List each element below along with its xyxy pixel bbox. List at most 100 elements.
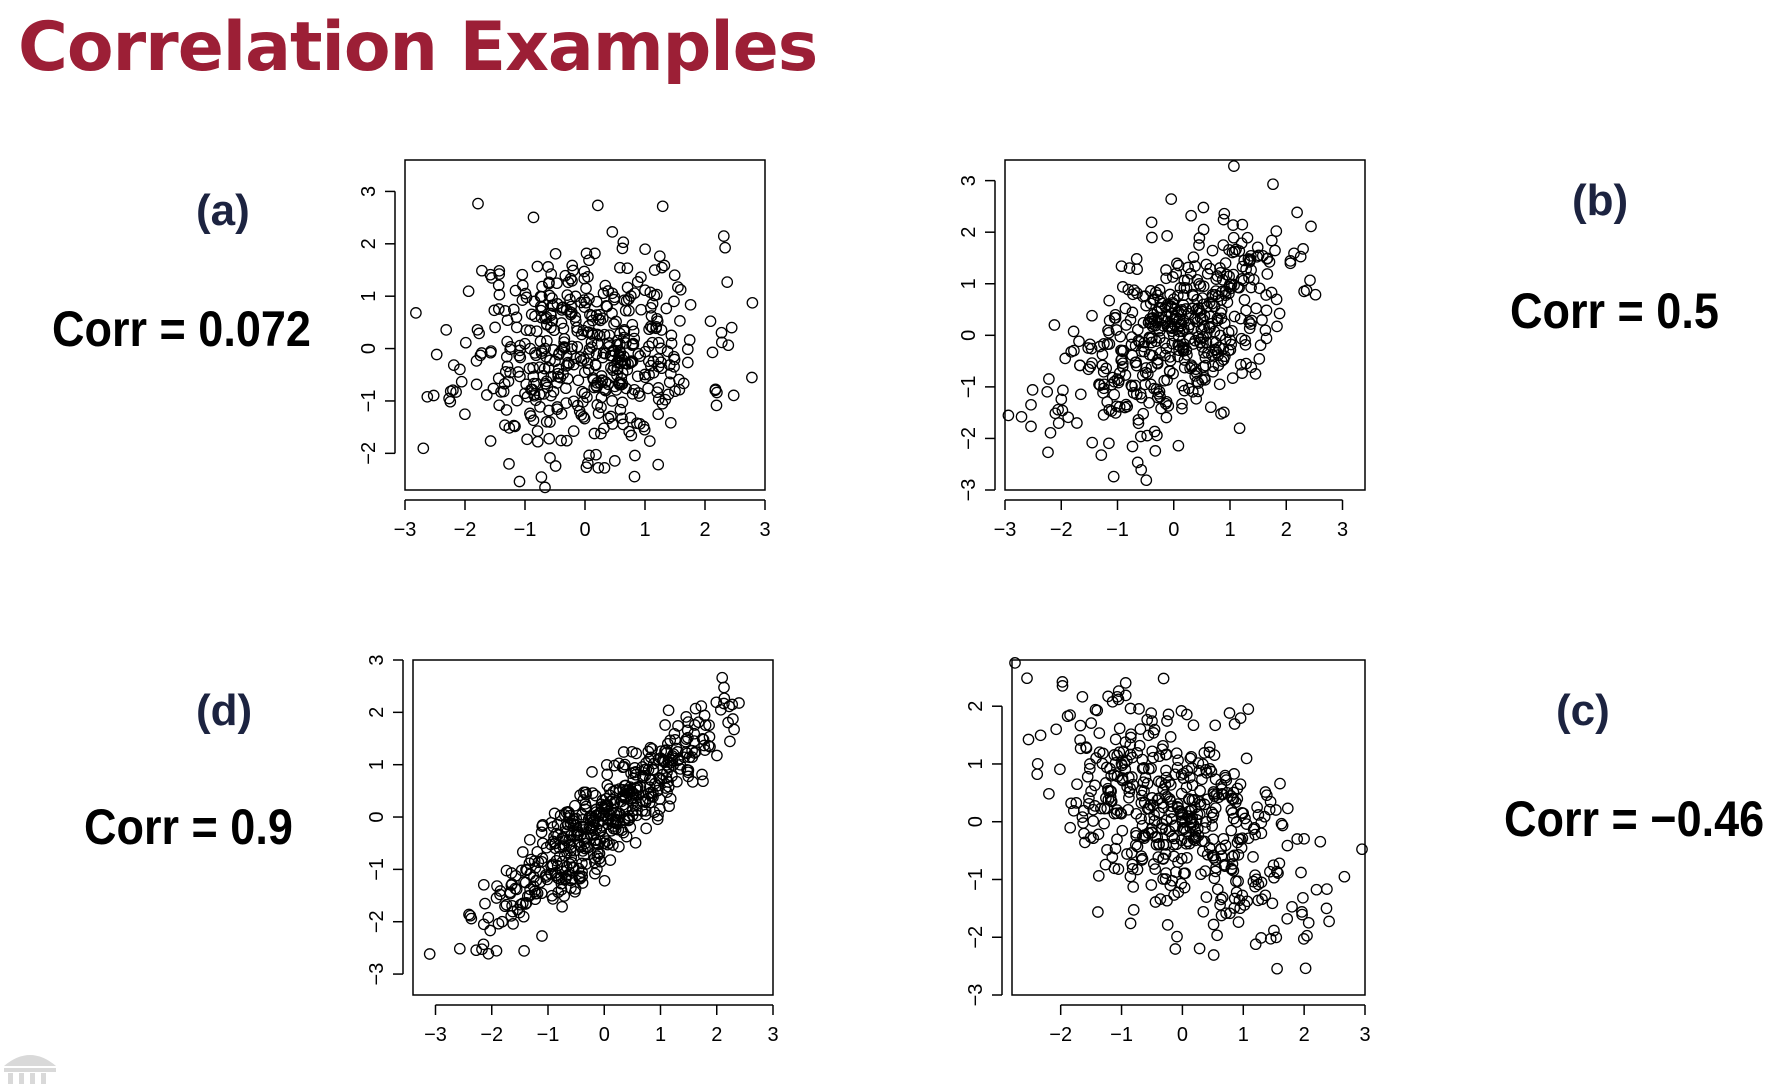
data-point [1164,879,1177,892]
data-point [536,930,548,942]
data-point [1098,378,1111,391]
data-point [571,399,584,412]
data-point [1236,367,1248,379]
data-point [1160,867,1172,879]
data-point [1152,792,1165,805]
data-point [1086,357,1098,369]
x-tick-label: 3 [1337,519,1348,541]
data-point [511,394,523,407]
data-point [656,754,669,766]
data-point [664,792,677,805]
y-tick-label: 0 [358,343,380,354]
data-point [533,388,546,401]
data-point [588,852,601,864]
data-point [1095,802,1107,815]
data-point [544,416,556,428]
data-point [530,325,543,338]
data-point [1204,401,1217,414]
y-tick-label: 1 [358,291,380,302]
data-point [634,350,647,362]
data-point [574,870,586,882]
data-point [659,719,671,731]
data-point [1166,322,1178,335]
data-point [1134,388,1147,400]
data-point [1271,962,1283,975]
data-point [1223,244,1235,256]
corr-label-b: Corr = 0.5 [1510,283,1719,339]
data-point [514,344,526,357]
data-point [571,340,584,353]
data-point [1135,345,1148,358]
data-point [608,318,620,330]
data-point [586,787,599,799]
data-point [1270,293,1283,306]
data-point [1116,281,1129,293]
data-point [639,371,652,384]
data-point [586,314,599,327]
data-point [608,808,621,820]
data-point [440,324,453,336]
data-point [697,775,709,788]
data-point [1073,335,1085,348]
data-point [1210,273,1223,285]
panel-label-c: (c) [1556,686,1610,735]
data-point [617,418,629,431]
data-point [1125,331,1138,343]
data-point [1124,314,1137,326]
data-point [1107,470,1120,483]
data-point [1186,385,1199,398]
data-point [1108,388,1121,401]
data-point [470,355,483,367]
data-point [459,408,471,421]
data-point [591,199,604,212]
data-point [527,414,540,427]
data-point [551,298,564,310]
data-point [715,326,728,339]
data-point [598,874,611,887]
data-point [652,360,665,373]
data-point [1185,750,1198,763]
data-point [1140,362,1152,374]
scatter-points [423,671,745,960]
data-point [566,259,579,272]
data-point [1291,833,1304,845]
data-point [1203,746,1216,759]
data-point [652,809,664,822]
data-point [1140,474,1153,487]
data-point [1310,883,1323,896]
data-point [1247,273,1260,286]
data-point [1238,899,1251,911]
data-point [470,378,483,391]
data-point [1180,282,1193,294]
data-point [1086,309,1098,322]
data-point [577,794,590,806]
data-point [528,377,540,390]
data-point [567,264,580,277]
y-tick-label: 2 [965,701,987,712]
data-point [578,265,591,278]
data-point [1113,722,1126,735]
data-point [1260,332,1273,345]
data-point [516,268,529,281]
data-point [1212,290,1225,303]
data-point [1141,367,1154,380]
data-point [1210,861,1222,874]
data-point [506,905,519,918]
data-point [681,356,694,369]
data-point [655,745,668,758]
data-point [674,763,687,775]
data-point [528,295,541,308]
data-point [1124,782,1136,795]
data-point [1207,949,1220,961]
data-point [1131,323,1144,336]
data-point [611,338,623,351]
data-point [1056,404,1069,417]
data-point [1165,813,1178,825]
data-point [493,288,506,301]
data-point [1281,802,1294,815]
data-point [1219,333,1232,346]
data-point [1042,446,1054,459]
data-point [1176,397,1188,410]
data-point [1234,312,1247,325]
y-tick-label: −2 [358,442,380,465]
